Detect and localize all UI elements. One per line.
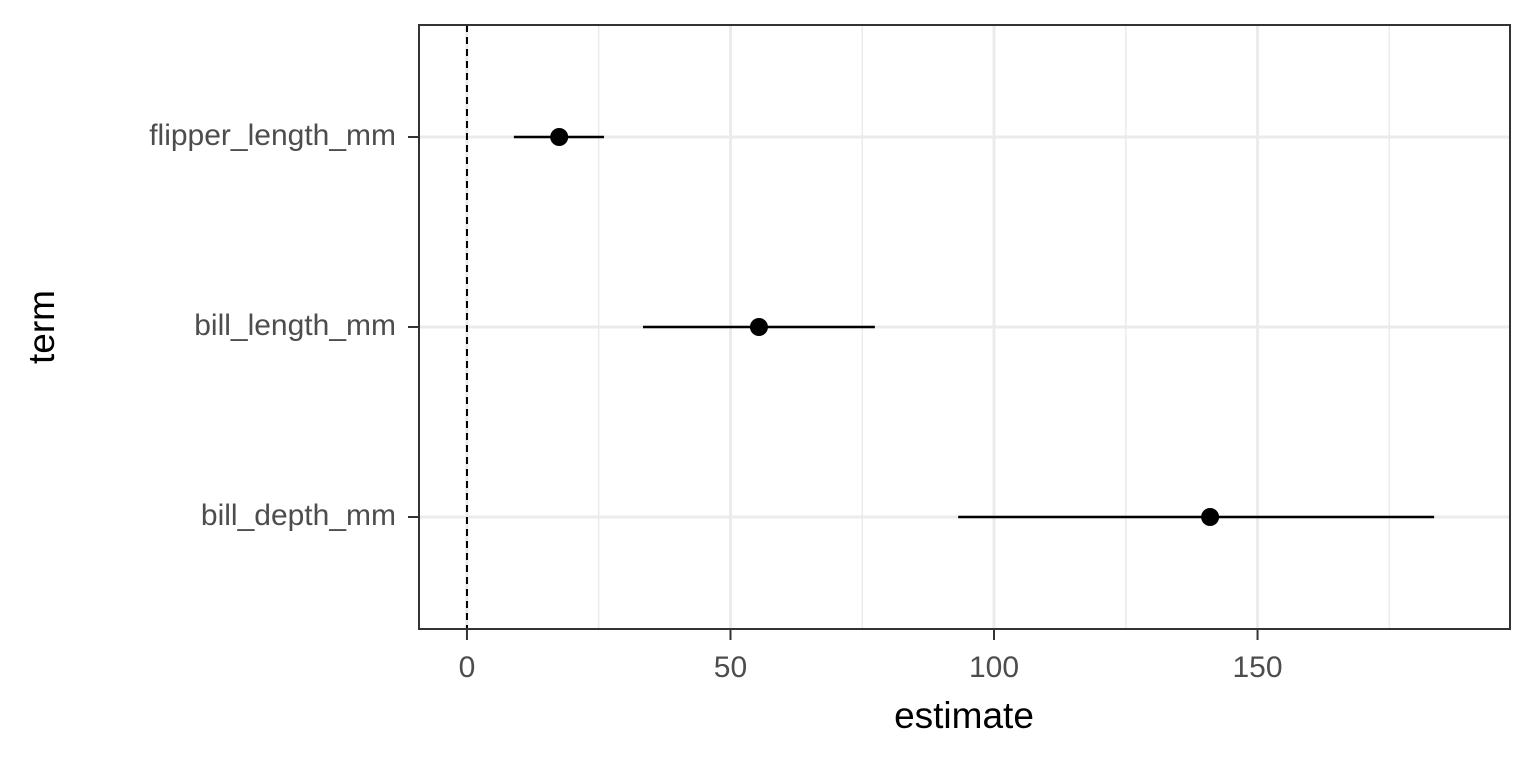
x-tick-label: 100 — [969, 651, 1019, 684]
y-tick-label: flipper_length_mm — [149, 119, 396, 152]
y-tick-label: bill_depth_mm — [201, 499, 396, 532]
point — [550, 128, 569, 146]
x-axis-title: estimate — [894, 695, 1034, 736]
point — [749, 318, 768, 336]
x-tick-label: 50 — [714, 651, 747, 684]
y-axis-title: term — [21, 290, 62, 364]
y-tick-label: bill_length_mm — [194, 309, 396, 342]
x-tick-label: 150 — [1233, 651, 1283, 684]
x-tick-label: 0 — [459, 651, 476, 684]
point — [1201, 508, 1220, 526]
panel-border — [418, 24, 1511, 630]
